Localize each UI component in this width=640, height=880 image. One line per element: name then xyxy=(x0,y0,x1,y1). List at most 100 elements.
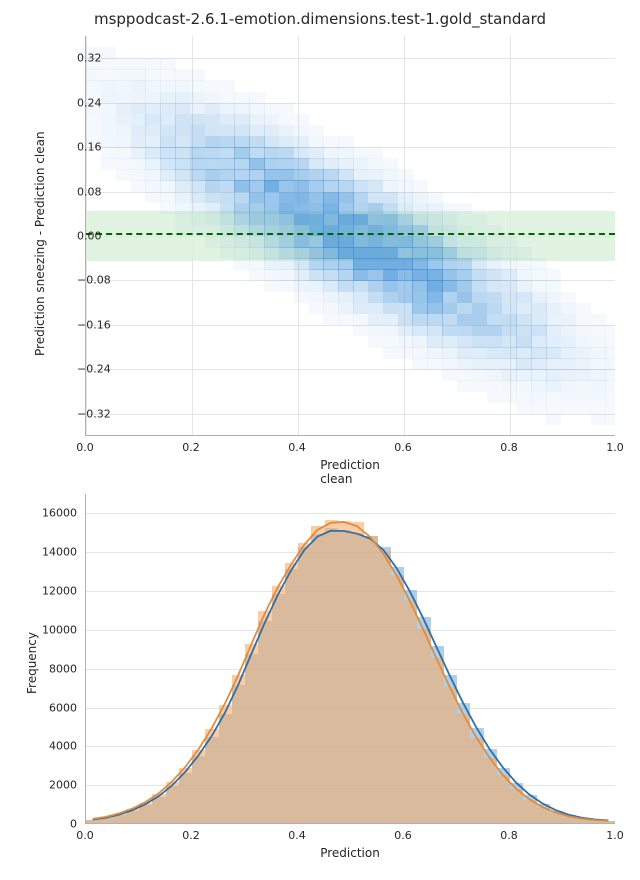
density-cell xyxy=(160,80,175,92)
density-cell xyxy=(383,258,398,270)
density-cell xyxy=(398,347,413,359)
density-cell xyxy=(368,169,383,181)
density-cell xyxy=(531,314,546,326)
density-cell xyxy=(323,269,338,281)
xtick-label: 0.0 xyxy=(76,442,94,453)
density-cell xyxy=(249,158,264,170)
density-cell xyxy=(605,380,615,392)
density-cell xyxy=(368,258,383,270)
xtick-label: 0.4 xyxy=(288,442,306,453)
density-cell xyxy=(101,136,116,148)
density-cell xyxy=(576,325,591,337)
density-cell xyxy=(546,336,561,348)
density-cell xyxy=(338,280,353,292)
density-cell xyxy=(457,258,472,270)
density-cell xyxy=(323,136,338,148)
xtick-label: 0.2 xyxy=(182,442,200,453)
density-cell xyxy=(338,203,353,215)
density-cell xyxy=(131,103,146,115)
density-cell xyxy=(294,125,309,137)
density-cell xyxy=(546,325,561,337)
density-cell xyxy=(131,169,146,181)
density-cell xyxy=(220,125,235,137)
density-cell xyxy=(234,247,249,259)
density-cell xyxy=(205,158,220,170)
density-cell xyxy=(457,214,472,226)
density-cell xyxy=(546,347,561,359)
density-cell xyxy=(457,269,472,281)
density-cell xyxy=(487,303,502,315)
density-cell xyxy=(412,192,427,204)
density-cell xyxy=(175,203,190,215)
density-cell xyxy=(605,403,615,415)
density-cell xyxy=(383,280,398,292)
density-cell xyxy=(249,114,264,126)
density-cell xyxy=(279,269,294,281)
density-cell xyxy=(86,114,101,126)
density-cell xyxy=(383,292,398,304)
density-cell xyxy=(472,325,487,337)
density-cell xyxy=(279,247,294,259)
density-cell xyxy=(412,258,427,270)
density-cell xyxy=(175,192,190,204)
density-cell xyxy=(368,236,383,248)
density-cell xyxy=(442,336,457,348)
density-cell xyxy=(502,247,517,259)
density-cell xyxy=(190,225,205,237)
density-cell xyxy=(487,380,502,392)
density-cell xyxy=(353,147,368,159)
density-cell xyxy=(175,169,190,181)
density-cell xyxy=(531,403,546,415)
density-cell xyxy=(398,192,413,204)
density-cell xyxy=(294,280,309,292)
density-cell xyxy=(457,292,472,304)
density-cell xyxy=(516,258,531,270)
density-cell xyxy=(234,125,249,137)
density-cell xyxy=(145,69,160,81)
kde-overlay xyxy=(86,494,615,823)
density-cell xyxy=(309,180,324,192)
density-cell xyxy=(502,314,517,326)
density-cell xyxy=(309,292,324,304)
density-cell xyxy=(175,92,190,104)
density-cell xyxy=(264,147,279,159)
density-cell xyxy=(398,203,413,215)
density-cell xyxy=(412,203,427,215)
density-cell xyxy=(116,58,131,70)
density-cell xyxy=(249,269,264,281)
density-cell xyxy=(338,303,353,315)
density-cell xyxy=(309,214,324,226)
density-cell xyxy=(516,325,531,337)
density-cell xyxy=(190,125,205,137)
density-cell xyxy=(294,180,309,192)
ytick-label: 12000 xyxy=(42,586,77,597)
density-cell xyxy=(338,180,353,192)
density-cell xyxy=(116,158,131,170)
density-cell xyxy=(234,236,249,248)
density-cell xyxy=(368,303,383,315)
density-cell xyxy=(175,69,190,81)
density-cell xyxy=(249,169,264,181)
density-cell xyxy=(205,103,220,115)
density-cell xyxy=(576,347,591,359)
density-cell xyxy=(487,236,502,248)
density-cell xyxy=(442,369,457,381)
density-cell xyxy=(487,347,502,359)
density-cell xyxy=(487,225,502,237)
figure: msppodcast-2.6.1-emotion.dimensions.test… xyxy=(0,0,640,880)
density-cell xyxy=(160,58,175,70)
density-cell xyxy=(591,314,606,326)
density-cell xyxy=(190,114,205,126)
density-cell xyxy=(398,269,413,281)
density-cell xyxy=(457,314,472,326)
density-cell xyxy=(175,103,190,115)
density-cell xyxy=(546,314,561,326)
density-cell xyxy=(160,136,175,148)
density-cell xyxy=(220,114,235,126)
density-cell xyxy=(546,392,561,404)
density-cell xyxy=(427,214,442,226)
density-cell xyxy=(279,203,294,215)
density-cell xyxy=(264,103,279,115)
density-cell xyxy=(131,58,146,70)
density-cell xyxy=(472,292,487,304)
